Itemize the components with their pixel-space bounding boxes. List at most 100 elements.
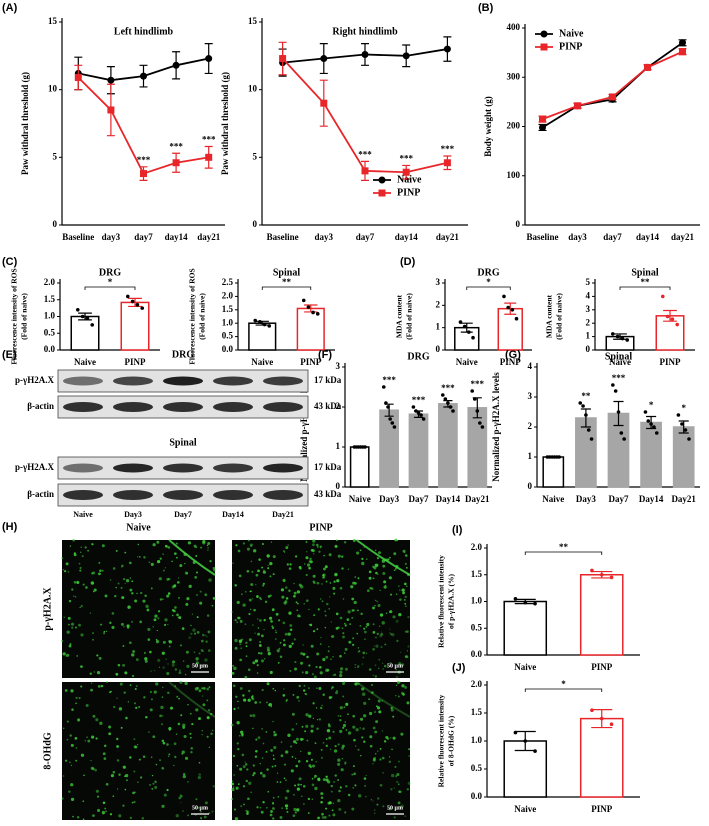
cell <box>70 689 74 693</box>
cell <box>375 571 378 575</box>
cell <box>399 651 402 654</box>
cell <box>74 737 78 740</box>
cell <box>178 597 180 599</box>
cell <box>176 613 179 617</box>
cell <box>71 626 74 629</box>
cell <box>381 621 385 625</box>
cell <box>314 742 317 745</box>
cell <box>404 602 407 605</box>
x-tick-label: day7 <box>356 232 375 242</box>
cell <box>341 555 344 558</box>
scale-bar-label: 50 μm <box>192 663 208 669</box>
cell <box>168 753 171 756</box>
cell <box>270 541 273 543</box>
cell <box>253 608 256 612</box>
data-point <box>267 324 272 328</box>
cell <box>238 574 242 578</box>
cell <box>379 589 381 592</box>
cell <box>144 657 148 661</box>
cell <box>351 597 355 601</box>
cell <box>208 578 212 582</box>
cell <box>344 811 347 814</box>
cell <box>345 729 348 731</box>
cell <box>273 733 277 737</box>
cell <box>272 720 274 723</box>
comparison-bracket <box>466 286 511 290</box>
y-tick-label: 200 <box>507 121 521 131</box>
cell <box>369 744 373 748</box>
cell <box>374 711 376 713</box>
cell <box>81 555 84 558</box>
legend-marker <box>540 30 548 38</box>
blot-lane-label: Day21 <box>272 510 294 519</box>
data-point <box>443 397 448 401</box>
data-point <box>652 425 656 429</box>
cell <box>250 583 254 587</box>
cell <box>372 726 376 730</box>
cell <box>175 733 178 735</box>
cell <box>92 632 94 635</box>
cell <box>375 705 378 708</box>
cell <box>201 695 204 697</box>
cell <box>405 585 408 588</box>
cell <box>311 549 315 553</box>
cell <box>357 609 359 612</box>
y-tick-label: 1.5 <box>44 294 56 304</box>
y-tick-label: 3 <box>336 361 341 371</box>
cell <box>151 774 154 777</box>
cell <box>124 551 127 554</box>
cell <box>319 671 323 675</box>
blot-band <box>163 376 203 386</box>
cell <box>339 670 343 674</box>
cell <box>362 651 366 655</box>
comparison-bracket <box>261 286 312 290</box>
blot-band <box>63 402 103 412</box>
cell <box>181 750 185 754</box>
cell <box>379 783 383 787</box>
cell <box>181 753 184 755</box>
cell <box>307 751 311 755</box>
cell <box>288 644 292 649</box>
blot-size: 17 kDa <box>314 462 342 472</box>
cell <box>283 777 286 780</box>
y-tick-label: 15 <box>248 16 258 26</box>
cell <box>333 749 338 753</box>
cell <box>174 606 177 609</box>
cell <box>125 779 128 782</box>
bar <box>248 322 277 351</box>
cell <box>63 775 65 777</box>
cell <box>161 804 165 808</box>
cell <box>235 695 238 698</box>
cell <box>152 782 155 785</box>
cell <box>276 781 279 783</box>
cell <box>133 800 136 804</box>
cell <box>132 650 135 653</box>
cell <box>131 674 135 678</box>
cell <box>100 623 103 626</box>
data-point <box>448 405 453 409</box>
cell <box>137 781 139 784</box>
x-tick-label: day3 <box>568 232 587 242</box>
cell <box>188 636 192 640</box>
row-label: p-γH2A.X <box>42 587 53 631</box>
cell <box>316 543 319 547</box>
bar <box>497 307 523 351</box>
blot-protein: p-γH2A.X <box>15 375 54 385</box>
cell <box>237 549 241 553</box>
data-point <box>510 308 515 312</box>
data-point <box>421 417 426 421</box>
data-point <box>80 314 85 319</box>
cell <box>334 572 338 577</box>
cell <box>208 686 211 689</box>
cell <box>384 584 387 587</box>
cell <box>374 675 378 678</box>
cell <box>247 668 251 672</box>
cell <box>330 688 333 690</box>
cell <box>260 771 263 775</box>
column-label: PINP <box>309 522 332 533</box>
cell <box>278 647 281 650</box>
cell <box>329 582 332 584</box>
cell <box>245 641 248 645</box>
cell <box>201 730 204 732</box>
